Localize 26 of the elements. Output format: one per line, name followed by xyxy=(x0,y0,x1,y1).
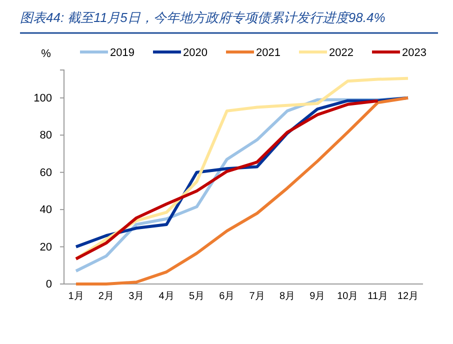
x-tick-label: 6月 xyxy=(219,291,235,302)
y-tick-label: 20 xyxy=(40,241,52,254)
x-tick-label: 4月 xyxy=(158,291,174,302)
x-tick-label: 8月 xyxy=(279,291,296,302)
legend-label: 2020 xyxy=(183,47,208,59)
y-tick-label: 0 xyxy=(46,278,52,291)
y-tick-label: 100 xyxy=(34,92,52,104)
x-tick-label: 3月 xyxy=(128,291,144,302)
x-tick-label: 7月 xyxy=(249,291,265,302)
x-tick-label: 11月 xyxy=(368,291,388,302)
y-axis-title: % xyxy=(41,48,52,60)
x-tick-label: 2月 xyxy=(98,291,114,302)
x-tick-label: 1月 xyxy=(68,291,84,302)
line-series xyxy=(74,99,380,260)
y-tick-label: 40 xyxy=(40,204,52,216)
legend-label: 2019 xyxy=(110,47,134,59)
x-tick-label: 12月 xyxy=(397,291,419,302)
x-tick-label: 10月 xyxy=(337,291,358,302)
legend-label: 2021 xyxy=(256,47,280,59)
legend-label: 2023 xyxy=(402,47,426,59)
legend-label: 2022 xyxy=(329,47,354,59)
y-tick-label: 60 xyxy=(40,166,52,179)
chart-title: 图表44: 截至11月5日，今年地方政府专项债累计发行进度98.4% xyxy=(20,10,386,25)
x-tick-label: 9月 xyxy=(310,291,326,302)
y-tick-label: 80 xyxy=(40,130,52,142)
x-tick-label: 5月 xyxy=(188,291,205,302)
